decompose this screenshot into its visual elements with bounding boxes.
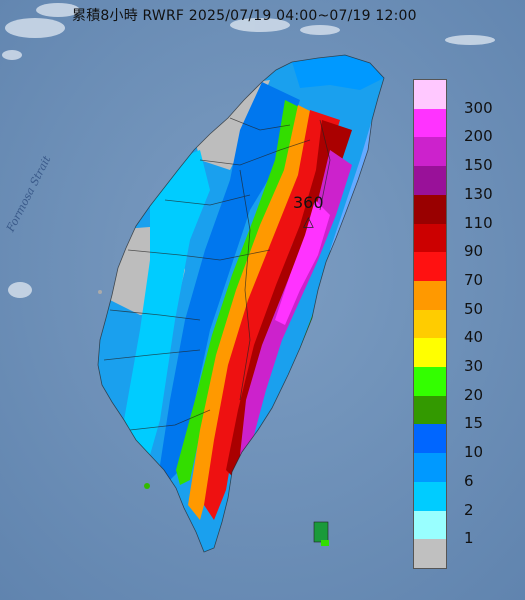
legend-label: 70 [464,270,484,289]
legend-label: 30 [464,357,484,376]
legend-label: 15 [464,414,484,433]
legend-swatch [414,223,446,253]
legend-label: 20 [464,385,484,404]
legend-label: 200 [464,127,493,146]
legend-label: 10 [464,443,484,462]
legend-swatch [414,137,446,167]
legend-label: 50 [464,299,484,318]
legend-swatch [414,395,446,425]
legend-swatch [414,252,446,281]
legend-label: 40 [464,328,484,347]
max-rainfall-marker: △ [303,214,314,230]
legend-label: 2 [464,500,474,519]
legend-swatch [414,510,446,540]
legend-label: 90 [464,242,484,261]
offshore-islands [98,290,329,546]
legend-colorbar [413,79,447,569]
legend-swatch [414,367,446,396]
legend-swatch [414,424,446,454]
legend-label: 6 [464,471,474,490]
legend-swatch [414,539,446,568]
legend-swatch [414,309,446,339]
legend-swatch [414,194,446,224]
legend-swatch [414,338,446,368]
legend-label: 300 [464,98,493,117]
legend-label: 1 [464,529,474,548]
legend-swatch [414,481,446,511]
cloud-patches [2,3,495,298]
legend-swatch [414,280,446,310]
legend-swatch [414,108,446,138]
map-title: 累積8小時 RWRF 2025/07/19 04:00~07/19 12:00 [72,8,417,24]
legend-swatch [414,453,446,482]
legend-swatch [414,80,446,109]
legend-swatch [414,166,446,195]
legend-label: 130 [464,184,493,203]
max-rainfall-value: 360 [293,193,324,212]
legend-label: 110 [464,213,493,232]
legend-label: 150 [464,156,493,175]
county-boundaries [97,54,385,553]
